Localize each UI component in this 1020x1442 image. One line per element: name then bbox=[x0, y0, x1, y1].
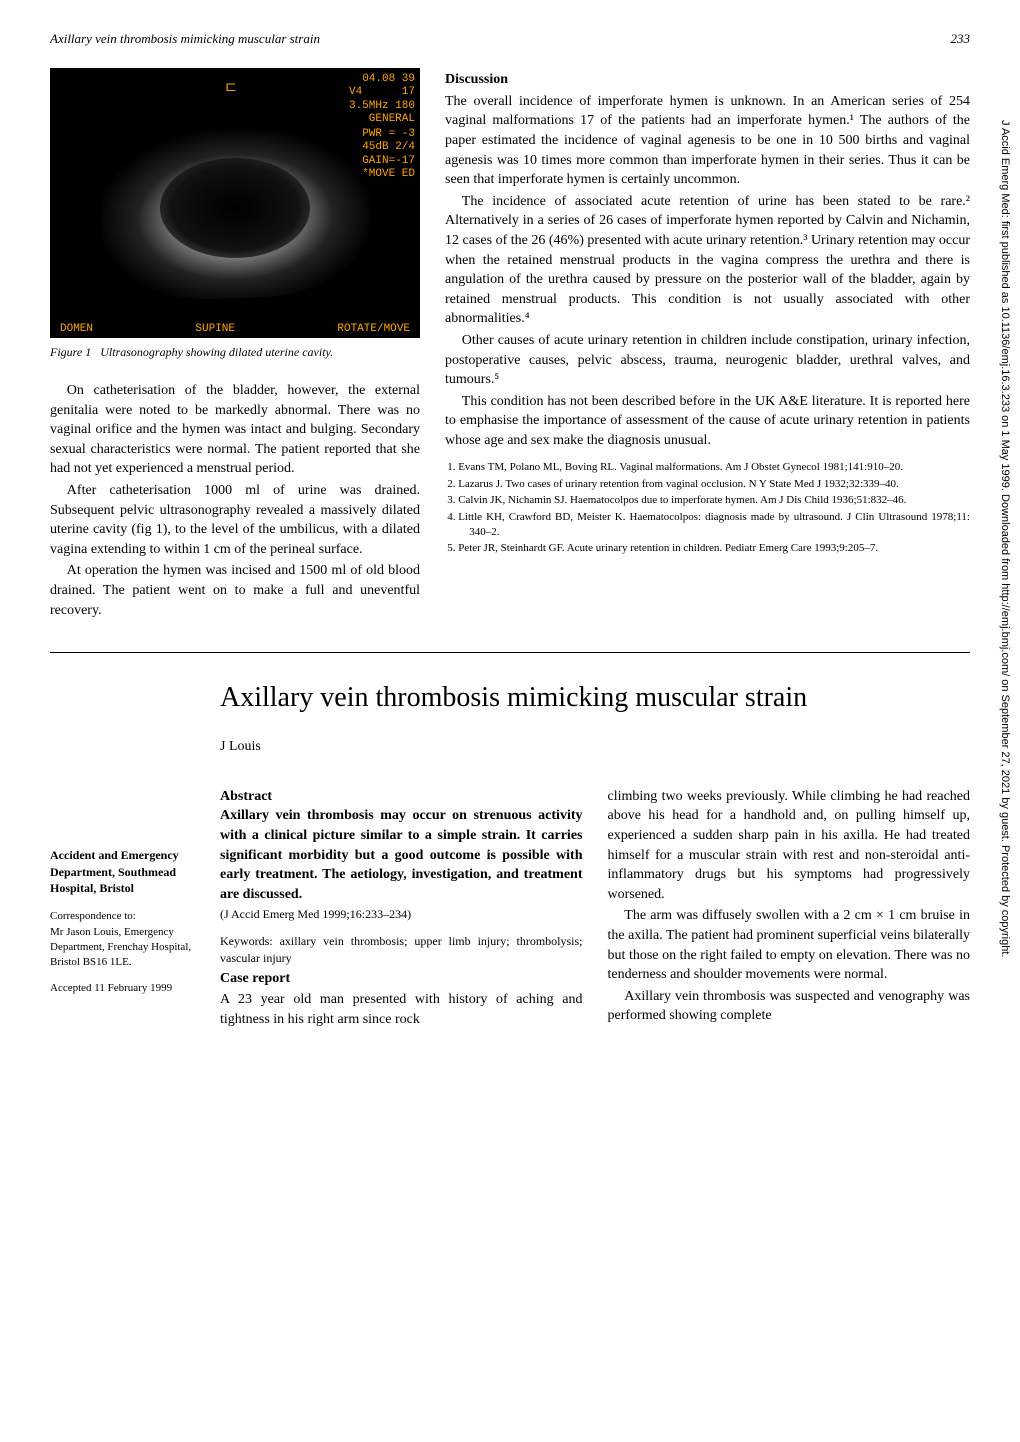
figure-caption-text: Ultrasonography showing dilated uterine … bbox=[100, 345, 333, 359]
case-report-head: Case report bbox=[220, 969, 583, 989]
ref-item: Little KH, Crawford BD, Meister K. Haema… bbox=[458, 510, 970, 541]
us-overlay-right: PWR = -3 45dB 2/4 GAIN=-17 *MOVE ED bbox=[362, 128, 415, 181]
case-p4: Axillary vein thrombosis was suspected a… bbox=[608, 987, 971, 1026]
us-bottom-left: DOMEN bbox=[60, 323, 93, 336]
case-p3: The arm was diffusely swollen with a 2 c… bbox=[608, 906, 971, 984]
citation: (J Accid Emerg Med 1999;16:233–234) bbox=[220, 906, 583, 923]
page-number: 233 bbox=[951, 30, 971, 48]
us-marker-icon: ⊏ bbox=[225, 78, 237, 98]
discussion-head: Discussion bbox=[445, 70, 970, 90]
article1-p3: At operation the hymen was incised and 1… bbox=[50, 561, 420, 620]
case-p1: A 23 year old man presented with history… bbox=[220, 990, 583, 1029]
references-list: Evans TM, Polano ML, Boving RL. Vaginal … bbox=[445, 460, 970, 556]
ref-item: Calvin JK, Nichamin SJ. Haematocolpos du… bbox=[458, 493, 970, 508]
case-p2: climbing two weeks previously. While cli… bbox=[608, 787, 971, 905]
ref-item: Lazarus J. Two cases of urinary retentio… bbox=[458, 477, 970, 492]
us-overlay-top: 04.08 39 V4 17 3.5MHz 180 GENERAL bbox=[349, 73, 415, 126]
discussion-p3: Other causes of acute urinary retention … bbox=[445, 331, 970, 390]
us-bottom-right: ROTATE/MOVE bbox=[337, 323, 410, 336]
article1-p1: On catheterisation of the bladder, howev… bbox=[50, 381, 420, 479]
discussion-p4: This condition has not been described be… bbox=[445, 392, 970, 451]
article-divider bbox=[50, 652, 970, 653]
article-title: Axillary vein thrombosis mimicking muscu… bbox=[220, 678, 970, 717]
author-name: J Louis bbox=[220, 737, 970, 757]
figure-label: Figure 1 bbox=[50, 345, 91, 359]
keywords: Keywords: axillary vein thrombosis; uppe… bbox=[220, 933, 583, 967]
abstract-head: Abstract bbox=[220, 787, 583, 807]
discussion-p2: The incidence of associated acute retent… bbox=[445, 192, 970, 329]
copyright-sidebar: J Accid Emerg Med: first published as 10… bbox=[997, 120, 1012, 1320]
discussion-p1: The overall incidence of imperforate hym… bbox=[445, 92, 970, 190]
affiliation: Accident and Emergency Department, South… bbox=[50, 847, 200, 897]
ref-item: Evans TM, Polano ML, Boving RL. Vaginal … bbox=[458, 460, 970, 475]
abstract-body: Axillary vein thrombosis may occur on st… bbox=[220, 806, 583, 904]
running-title: Axillary vein thrombosis mimicking muscu… bbox=[50, 30, 320, 48]
ultrasound-image: ⊏ 04.08 39 V4 17 3.5MHz 180 GENERAL PWR … bbox=[50, 68, 420, 338]
figure-1: ⊏ 04.08 39 V4 17 3.5MHz 180 GENERAL PWR … bbox=[50, 68, 420, 361]
accepted-date: Accepted 11 February 1999 bbox=[50, 981, 200, 996]
ref-item: Peter JR, Steinhardt GF. Acute urinary r… bbox=[458, 541, 970, 556]
correspondence: Correspondence to: Mr Jason Louis, Emerg… bbox=[50, 909, 200, 971]
article1-p2: After catheterisation 1000 ml of urine w… bbox=[50, 481, 420, 559]
us-bottom-mid: SUPINE bbox=[195, 323, 235, 336]
